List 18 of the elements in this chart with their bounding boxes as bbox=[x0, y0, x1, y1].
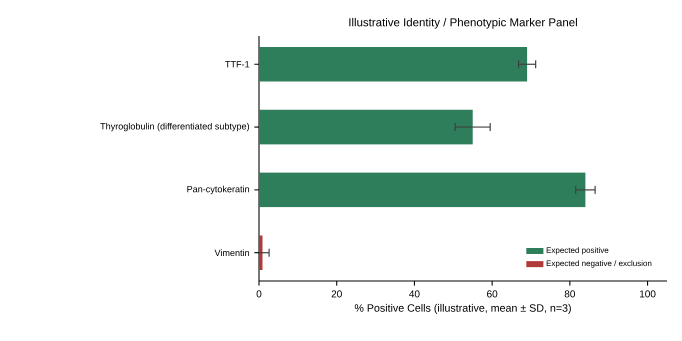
bar bbox=[259, 110, 473, 144]
x-axis-title: % Positive Cells (illustrative, mean ± SD, n=3) bbox=[354, 304, 571, 314]
x-tick-label: 80 bbox=[564, 290, 576, 298]
x-tick-label: 20 bbox=[332, 290, 342, 298]
y-tick-label: Vimentin bbox=[214, 249, 250, 256]
x-tick-label: 60 bbox=[487, 290, 498, 298]
bar bbox=[259, 172, 586, 208]
x-tick-label: 0 bbox=[256, 290, 262, 298]
legend-label: Expected negative / exclusion bbox=[546, 260, 652, 268]
x-tick-label: 100 bbox=[640, 290, 656, 298]
y-tick-label: Pan-cytokeratin bbox=[187, 186, 250, 194]
y-tick-label: TTF-1 bbox=[225, 61, 250, 68]
bar bbox=[259, 235, 262, 270]
bar bbox=[259, 46, 528, 82]
chart-title: Illustrative Identity / Phenotypic Marker Panel bbox=[349, 18, 577, 29]
x-tick-label: 40 bbox=[409, 290, 420, 298]
y-tick-label: Thyroglobulin (differentiated subtype) bbox=[100, 122, 250, 132]
legend-label: Expected positive bbox=[546, 247, 608, 255]
